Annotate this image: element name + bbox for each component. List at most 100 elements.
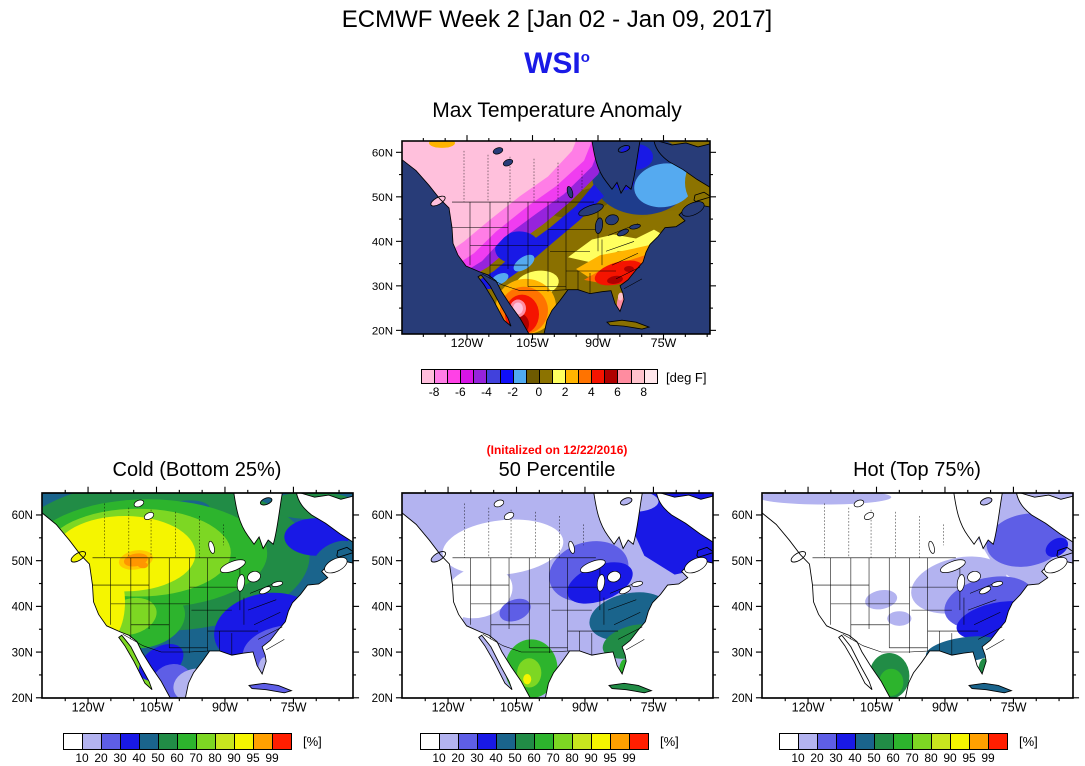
colorbar-tick-label: 10 xyxy=(791,751,805,765)
colorbar-tick-label: 60 xyxy=(527,751,541,765)
colorbar-tick-label: -2 xyxy=(507,385,519,399)
svg-text:40N: 40N xyxy=(732,599,753,613)
colorbar-tick-label: 0 xyxy=(535,385,543,399)
colorbar-tick-label: 40 xyxy=(489,751,503,765)
hot-map-svg: 60N 50N 40N 30N 20N 120W 105W 90W 75W xyxy=(732,486,1080,715)
colorbar-tick-label: 50 xyxy=(508,751,522,765)
colorbar-tick-label: 60 xyxy=(886,751,900,765)
svg-text:50N: 50N xyxy=(12,554,33,568)
svg-text:75W: 75W xyxy=(651,336,677,350)
p50-map-svg: 60N 50N 40N 30N 20N 120W 105W 90W 75W xyxy=(372,486,720,715)
colorbar-swatch xyxy=(591,733,611,750)
svg-text:20N: 20N xyxy=(372,325,393,337)
colorbar-swatch xyxy=(120,733,140,750)
svg-text:90W: 90W xyxy=(572,699,599,714)
svg-text:20N: 20N xyxy=(732,691,753,705)
svg-text:60N: 60N xyxy=(12,508,33,522)
colorbar-swatch xyxy=(496,733,516,750)
svg-text:75W: 75W xyxy=(1001,699,1028,714)
svg-text:120W: 120W xyxy=(792,699,826,714)
map-title-cold: Cold (Bottom 25%) xyxy=(112,459,282,481)
colorbar-swatch xyxy=(604,369,619,384)
colorbar-swatch xyxy=(931,733,951,750)
colorbar-swatch xyxy=(512,369,527,384)
colorbar-tick-label: 70 xyxy=(905,751,919,765)
svg-text:90W: 90W xyxy=(212,699,239,714)
colorbar-swatch xyxy=(421,369,436,384)
colorbar-swatch xyxy=(551,369,567,384)
colorbar-tick-label: 95 xyxy=(603,751,617,765)
colorbar-tick-label: 80 xyxy=(208,751,222,765)
colorbar-tick-label: 40 xyxy=(848,751,862,765)
colorbar-swatch xyxy=(617,369,632,384)
colorbar-tick-label: 2 xyxy=(561,385,569,399)
colorbar-tick-label: 90 xyxy=(584,751,598,765)
cold-colorbar: 10 20 30 40 50 60 70 80 90 95 99 xyxy=(63,733,292,765)
hot-unit-label: [%] xyxy=(1019,734,1038,749)
colorbar-tick-label: 80 xyxy=(565,751,579,765)
colorbar-tick-label: 30 xyxy=(470,751,484,765)
colorbar-swatch xyxy=(565,369,580,384)
colorbar-tick-label: 99 xyxy=(981,751,995,765)
colorbar-swatch xyxy=(477,733,497,750)
colorbar-swatch xyxy=(591,369,606,384)
svg-text:60N: 60N xyxy=(372,147,393,159)
svg-text:120W: 120W xyxy=(451,336,484,350)
colorbar-swatch xyxy=(515,733,535,750)
svg-text:105W: 105W xyxy=(516,336,549,350)
svg-text:90W: 90W xyxy=(585,336,611,350)
colorbar-tick-label: 40 xyxy=(132,751,146,765)
anomaly-unit-label: [deg F] xyxy=(666,370,707,385)
colorbar-swatch xyxy=(420,733,440,750)
colorbar-swatch xyxy=(101,733,121,750)
figure-title: ECMWF Week 2 [Jan 02 - Jan 09, 2017] xyxy=(341,6,773,33)
svg-text:105W: 105W xyxy=(500,699,534,714)
colorbar-swatch xyxy=(630,369,645,384)
colorbar-tick-label: 8 xyxy=(640,385,648,399)
colorbar-swatch xyxy=(439,733,459,750)
colorbar-swatch xyxy=(538,369,553,384)
colorbar-swatch xyxy=(912,733,932,750)
colorbar-swatch xyxy=(234,733,254,750)
colorbar-tick-label: 30 xyxy=(113,751,127,765)
colorbar-swatch xyxy=(253,733,273,750)
colorbar-swatches xyxy=(63,733,292,750)
cold-map-svg: 60N 50N 40N 30N 20N 120W 105W 90W 75W xyxy=(12,486,360,715)
svg-text:40N: 40N xyxy=(12,599,33,613)
svg-text:60N: 60N xyxy=(732,508,753,522)
colorbar-swatch xyxy=(473,369,488,384)
colorbar-tick-label: 99 xyxy=(622,751,636,765)
colorbar-tick-label: 6 xyxy=(614,385,621,399)
colorbar-tick-label: 20 xyxy=(810,751,824,765)
colorbar-tick-label: 4 xyxy=(587,385,595,399)
wsi-logo: WSIo xyxy=(524,47,590,81)
svg-text:50N: 50N xyxy=(372,554,393,568)
colorbar-swatches xyxy=(421,369,658,384)
colorbar-swatch xyxy=(643,369,658,384)
colorbar-tick-label: -4 xyxy=(481,385,492,399)
map-title-p50: 50 Percentile xyxy=(498,459,616,481)
colorbar-tick-label: 90 xyxy=(227,751,241,765)
svg-text:120W: 120W xyxy=(432,699,466,714)
colorbar-swatches xyxy=(420,733,649,750)
colorbar-swatch xyxy=(610,733,630,750)
colorbar-swatch xyxy=(196,733,216,750)
colorbar-tick-label: 20 xyxy=(94,751,108,765)
svg-text:90W: 90W xyxy=(932,699,959,714)
colorbar-swatch xyxy=(458,733,478,750)
colorbar-tick-label: 10 xyxy=(75,751,89,765)
colorbar-swatch xyxy=(434,369,449,384)
wsi-logo-degree: o xyxy=(580,49,590,66)
svg-text:30N: 30N xyxy=(372,281,393,293)
colorbar-swatch xyxy=(836,733,856,750)
colorbar-swatch xyxy=(272,733,292,750)
colorbar-swatch xyxy=(779,733,799,750)
colorbar-tick-label: 99 xyxy=(265,751,279,765)
colorbar-tick-label: 95 xyxy=(962,751,976,765)
colorbar-tick-label: 30 xyxy=(829,751,843,765)
svg-text:20N: 20N xyxy=(12,691,33,705)
colorbar-tick-label: -6 xyxy=(454,385,466,399)
colorbar-tick-label: 60 xyxy=(170,751,184,765)
init-annotation: (Initalized on 12/22/2016) xyxy=(486,443,628,457)
svg-text:105W: 105W xyxy=(860,699,894,714)
